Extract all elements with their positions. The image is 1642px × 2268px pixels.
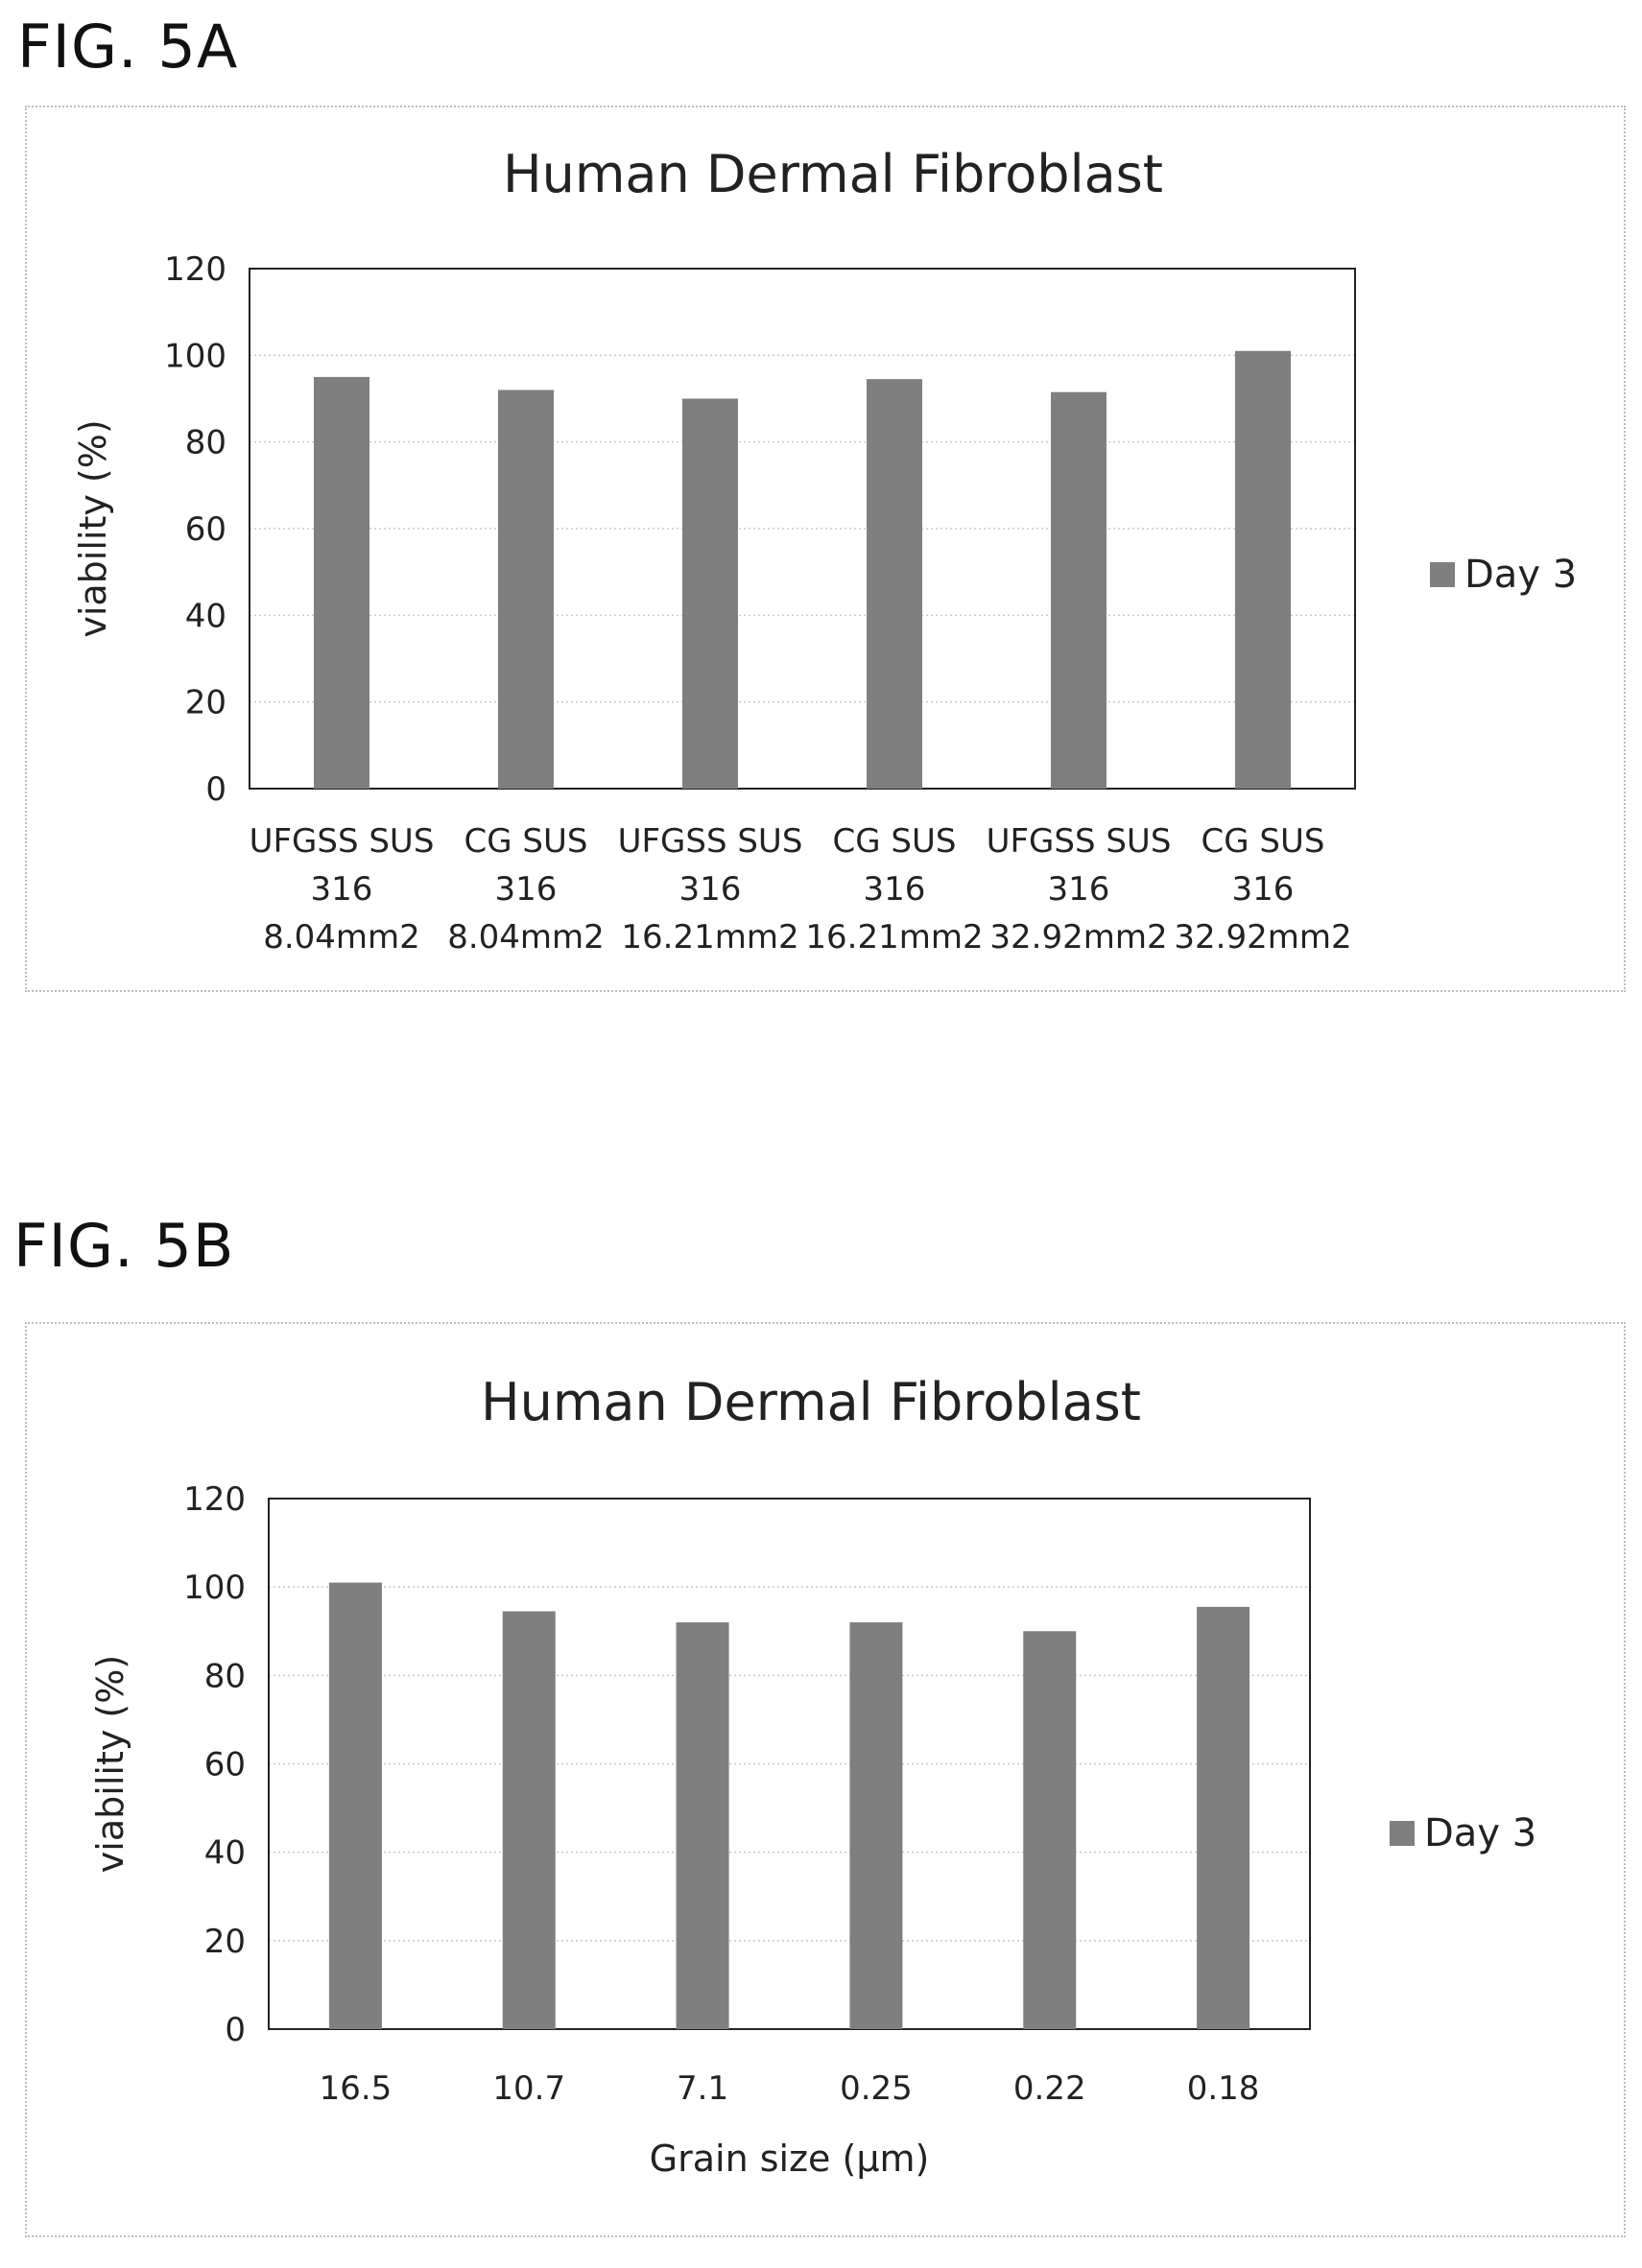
x-axis-label: Grain size (μm) (650, 2138, 930, 2180)
bar (328, 1582, 382, 2029)
x-tick-label: 316 (311, 870, 373, 909)
y-axis-label: viability (%) (72, 419, 114, 637)
y-axis-label: viability (%) (89, 1655, 131, 1873)
bar (502, 1611, 556, 2029)
figure-5b-label: FIG. 5B (13, 1211, 235, 1281)
x-tick-label: 10.7 (492, 2069, 565, 2108)
y-tick-label: 60 (204, 1746, 246, 1784)
x-tick-label: 0.22 (1013, 2069, 1086, 2108)
x-tick-label: CG SUS (464, 822, 588, 861)
x-tick-label: 316 (1232, 870, 1295, 909)
chart-a: Human Dermal Fibroblast 0 20 40 60 80 100 120 UF… (72, 144, 1577, 957)
x-tick-label: 16.21mm2 (805, 918, 983, 957)
x-tick-label: 0.18 (1187, 2069, 1260, 2108)
bar (682, 398, 738, 789)
chart-title: Human Dermal Fibroblast (481, 1372, 1141, 1432)
bar (1235, 350, 1291, 789)
bar (867, 379, 922, 789)
chart-b: Human Dermal Fibroblast 0 20 40 60 80 100 120 16… (89, 1372, 1536, 2180)
x-tick-label: 7.1 (677, 2069, 728, 2108)
chart-panel-5b (25, 1322, 1626, 2237)
legend-label: Day 3 (1424, 1811, 1536, 1855)
x-tick-label: UFGSS SUS (987, 822, 1172, 861)
x-tick-label: 32.92mm2 (989, 918, 1167, 957)
x-tick-label: 16.5 (320, 2069, 393, 2108)
x-tick-label: UFGSS SUS (618, 822, 803, 861)
y-tick-label: 80 (204, 1657, 246, 1695)
y-tick-label: 0 (205, 770, 226, 809)
x-tick-label: CG SUS (1202, 822, 1325, 861)
y-tick-label: 0 (225, 2011, 246, 2049)
x-tick-label: 32.92mm2 (1174, 918, 1351, 957)
x-tick-label: CG SUS (833, 822, 957, 861)
y-tick-label: 120 (164, 250, 226, 289)
x-tick-label: 316 (679, 870, 742, 909)
y-tick-label: 100 (183, 1569, 246, 1607)
legend-swatch (1390, 1821, 1415, 1846)
chart-title: Human Dermal Fibroblast (503, 144, 1163, 204)
x-tick-label: 16.21mm2 (621, 918, 798, 957)
y-tick-label: 60 (185, 510, 226, 549)
x-tick-label: 8.04mm2 (447, 918, 605, 957)
legend-label: Day 3 (1464, 553, 1577, 597)
x-tick-label: UFGSS SUS (250, 822, 435, 861)
x-tick-label: 316 (864, 870, 926, 909)
y-tick-label: 40 (204, 1834, 246, 1873)
bar (314, 376, 369, 789)
bar (849, 1622, 903, 2029)
figure-5a-label: FIG. 5A (17, 12, 239, 82)
y-tick-label: 100 (164, 337, 226, 375)
plot-area-frame (249, 268, 1356, 790)
legend-swatch (1430, 562, 1455, 587)
y-tick-label: 20 (185, 684, 226, 722)
chart-panel-5a (25, 106, 1626, 992)
y-tick-label: 40 (185, 597, 226, 635)
bar (676, 1622, 729, 2029)
plot-area-frame (268, 1498, 1311, 2030)
x-tick-label: 316 (1048, 870, 1110, 909)
bar (1051, 391, 1107, 789)
x-tick-label: 316 (495, 870, 558, 909)
x-tick-label: 0.25 (840, 2069, 913, 2108)
bar (1023, 1631, 1077, 2029)
y-tick-label: 80 (185, 424, 226, 462)
y-tick-label: 120 (183, 1480, 246, 1519)
x-tick-label: 8.04mm2 (263, 918, 420, 957)
y-tick-label: 20 (204, 1923, 246, 1961)
bar (498, 390, 554, 789)
bar (1197, 1606, 1250, 2029)
